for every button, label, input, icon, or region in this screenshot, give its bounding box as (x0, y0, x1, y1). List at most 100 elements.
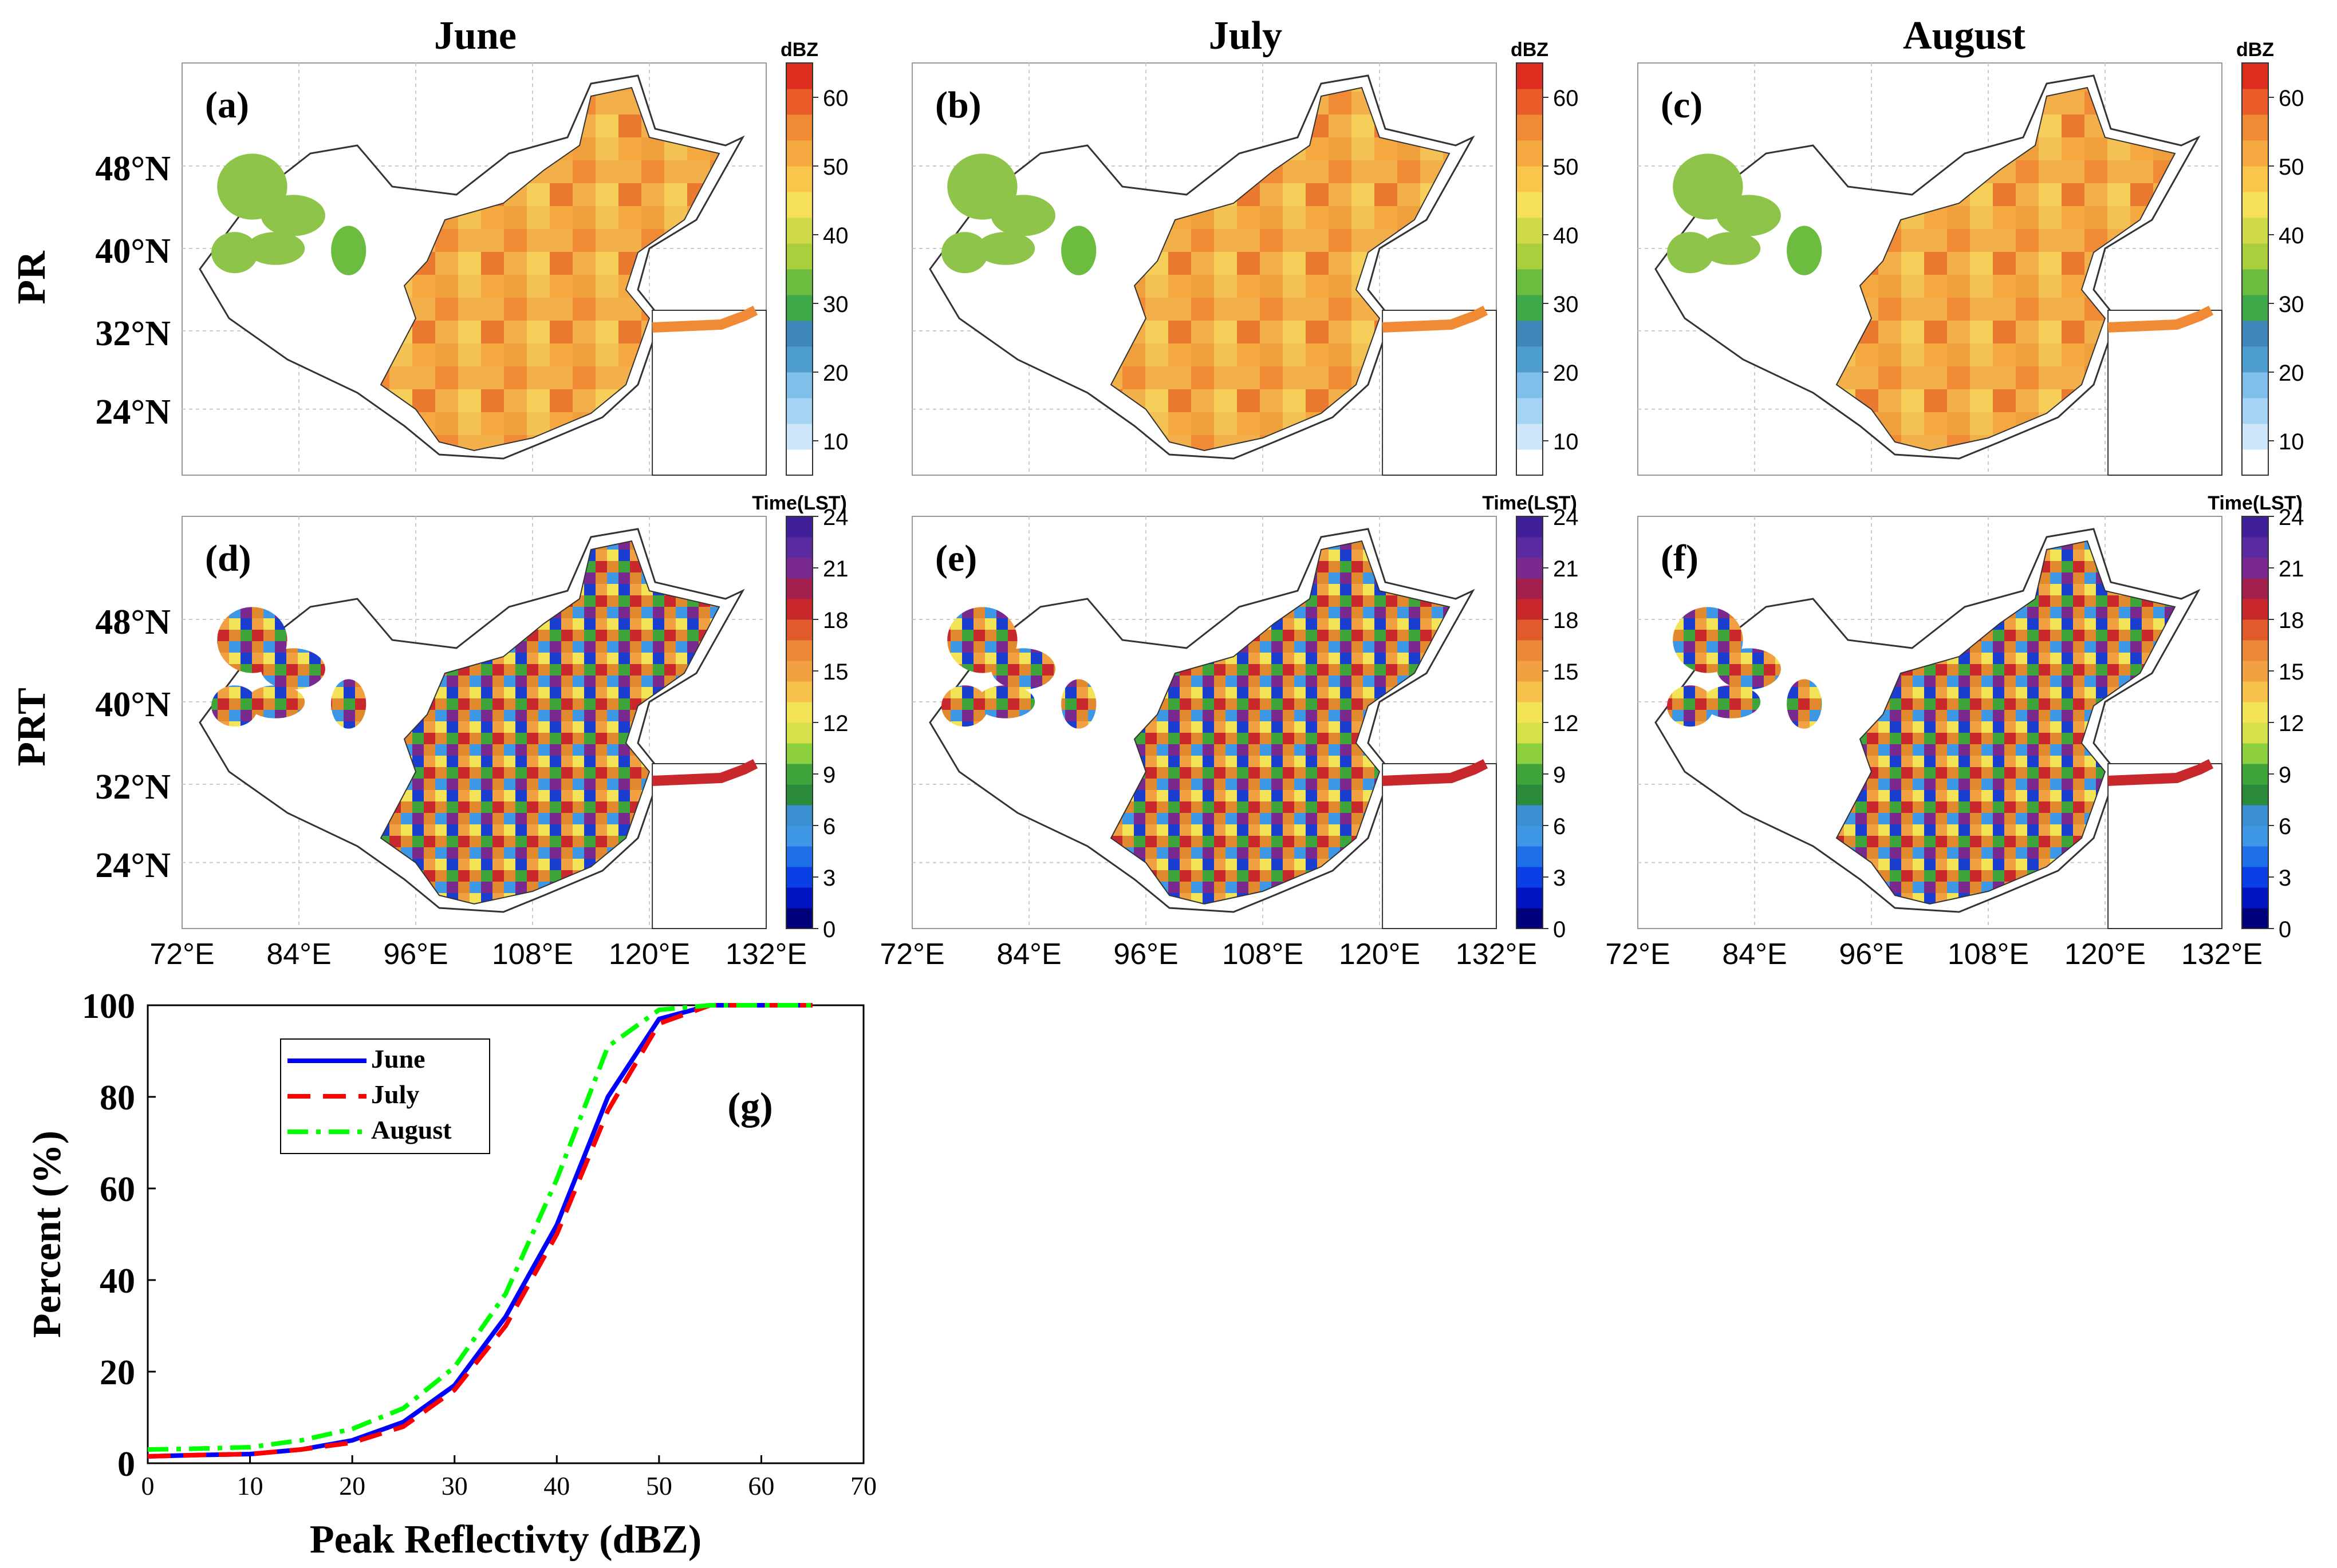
colorbar-swatch (1516, 743, 1543, 764)
colorbar-swatch (1516, 269, 1543, 295)
colorbar-unit: dBZ (1511, 39, 1548, 61)
lat-tick-label: 48°N (95, 603, 171, 642)
colorbar-tick-label: 0 (823, 917, 836, 942)
lon-tick-label: 84°E (1722, 938, 1787, 971)
lat-tick-label: 24°N (95, 393, 171, 432)
colorbar-tick-label: 20 (823, 361, 849, 386)
panel-label: (e) (935, 538, 977, 579)
y-tick-label: 60 (100, 1170, 135, 1209)
colorbar-swatch (1516, 805, 1543, 826)
radar-coverage-west (1667, 685, 1714, 727)
colorbar-swatch (2242, 908, 2268, 929)
colorbar-swatch (1516, 578, 1543, 599)
colorbar-swatch (2242, 537, 2268, 558)
colorbar-swatch (1516, 398, 1543, 424)
colorbar-tick-label: 3 (823, 866, 836, 891)
lat-tick-label: 32°N (95, 314, 171, 353)
colorbar-swatch (1516, 192, 1543, 218)
colorbar-swatch (1516, 295, 1543, 321)
y-tick-label: 100 (82, 987, 135, 1026)
lon-tick-label: 132°E (2181, 938, 2263, 971)
colorbar-swatch (1516, 346, 1543, 373)
colorbar-tick-label: 20 (1553, 361, 1579, 386)
colorbar-swatch (2242, 114, 2268, 141)
colorbar-swatch (1516, 63, 1543, 89)
radar-coverage-qinghai (331, 679, 366, 729)
x-tick-label: 60 (748, 1471, 774, 1500)
lat-tick-label: 40°N (95, 685, 171, 724)
colorbar-tick-label: 50 (1553, 155, 1579, 180)
colorbar-swatch (2242, 89, 2268, 115)
panel-label: (a) (205, 84, 249, 126)
colorbar-swatch (786, 887, 813, 909)
panel-label: (b) (935, 84, 982, 126)
colorbar-swatch (786, 449, 813, 476)
row-label: PR (10, 250, 54, 305)
colorbar-unit: dBZ (781, 39, 818, 61)
lon-tick-label: 96°E (1113, 938, 1178, 971)
colorbar-swatch (1516, 908, 1543, 929)
colorbar-swatch (2242, 295, 2268, 321)
colorbar-tick-label: 9 (823, 763, 836, 788)
south-china-sea-inset (2107, 763, 2223, 929)
x-tick-label: 30 (442, 1471, 468, 1500)
x-tick-label: 10 (237, 1471, 263, 1500)
x-tick-label: 70 (850, 1471, 877, 1500)
lon-tick-label: 108°E (1948, 938, 2029, 971)
lon-tick-label: 96°E (383, 938, 448, 971)
column-title: August (1903, 14, 2025, 58)
colorbar-swatch (2242, 743, 2268, 764)
colorbar-tick-label: 9 (2279, 763, 2291, 788)
radar-coverage-west (941, 685, 988, 727)
colorbar-tick-label: 21 (823, 556, 849, 582)
colorbar-tick-label: 10 (2279, 429, 2304, 455)
colorbar-swatch (2242, 619, 2268, 641)
colorbar-swatch (2242, 846, 2268, 867)
colorbar-tick-label: 24 (1553, 505, 1579, 530)
colorbar-swatch (1516, 846, 1543, 867)
lon-tick-label: 72°E (880, 938, 944, 971)
colorbar-swatch (786, 89, 813, 115)
inset-coast (652, 759, 758, 786)
radar-coverage-west (991, 195, 1055, 236)
x-tick-label: 20 (339, 1471, 365, 1500)
colorbar-tick-label: 0 (1553, 917, 1566, 942)
colorbar-tick-label: 18 (2279, 608, 2304, 633)
radar-coverage-west (1702, 232, 1761, 265)
colorbar-swatch (1516, 640, 1543, 661)
colorbar-swatch (2242, 722, 2268, 744)
colorbar-swatch (2242, 826, 2268, 847)
colorbar-swatch (1516, 140, 1543, 167)
colorbar-tick-label: 50 (823, 155, 849, 180)
plot-area (147, 1004, 865, 1464)
colorbar-swatch (2242, 321, 2268, 347)
lat-tick-label: 48°N (95, 149, 171, 188)
y-tick-label: 40 (100, 1262, 135, 1301)
colorbar-swatch (2242, 63, 2268, 89)
radar-coverage-west (1716, 195, 1781, 236)
south-china-sea-inset (652, 763, 767, 929)
lon-tick-label: 72°E (1605, 938, 1670, 971)
radar-coverage (1835, 540, 2176, 905)
legend-label: July (371, 1080, 419, 1109)
lat-tick-label: 24°N (95, 846, 171, 885)
legend-box (280, 1038, 490, 1154)
radar-coverage-west (1716, 648, 1781, 690)
panel-label: (f) (1661, 538, 1698, 579)
colorbar-swatch (786, 702, 813, 723)
colorbar-tick-label: 60 (823, 86, 849, 111)
lat-tick-label: 32°N (95, 768, 171, 807)
colorbar-swatch (1516, 89, 1543, 115)
colorbar-tick-label: 40 (823, 223, 849, 248)
series-line-august (147, 1003, 813, 1452)
colorbar-swatch (786, 398, 813, 424)
colorbar-swatch (2242, 218, 2268, 244)
lon-tick-label: 84°E (996, 938, 1061, 971)
x-tick-label: 0 (141, 1471, 155, 1500)
colorbar-swatch (2242, 424, 2268, 450)
radar-coverage-west (261, 648, 325, 690)
colorbar-swatch (786, 805, 813, 826)
colorbar-swatch (786, 578, 813, 599)
x-axis-label: Peak Reflectivty (dBZ) (310, 1518, 702, 1562)
colorbar-tick-label: 40 (1553, 223, 1579, 248)
